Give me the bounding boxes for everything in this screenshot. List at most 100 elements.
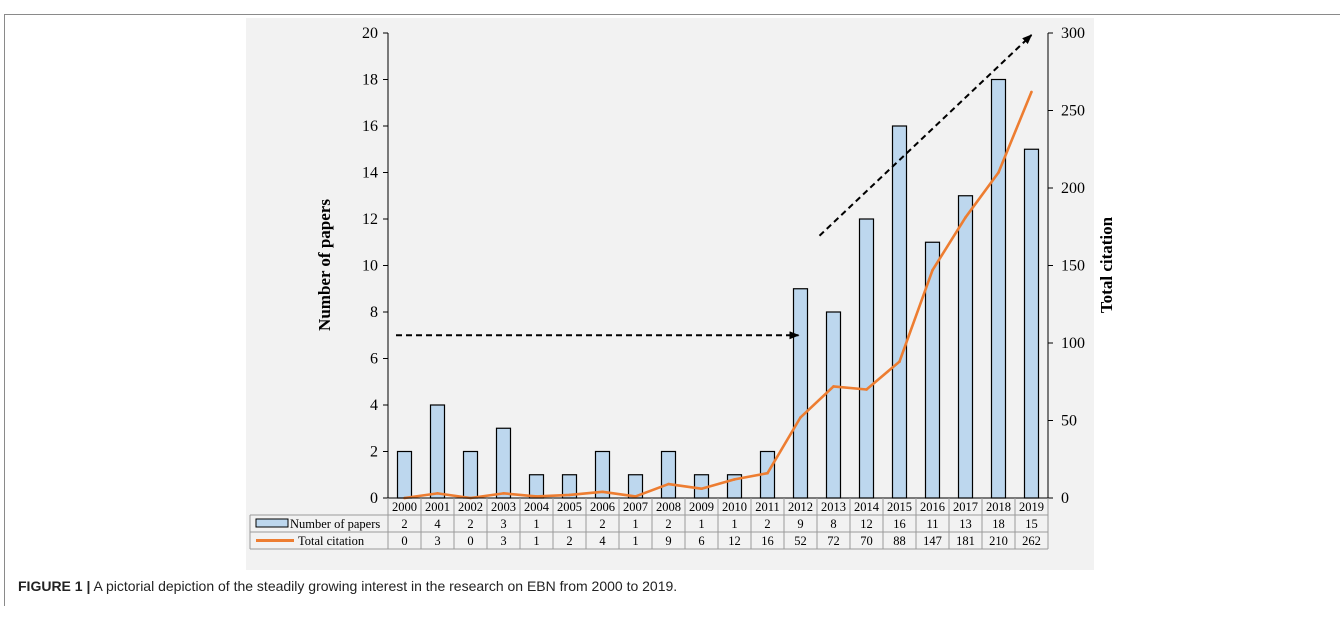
citation-value-2009: 6 [698, 534, 704, 548]
y-axis-title: Number of papers [315, 199, 334, 331]
citation-point-2011 [766, 471, 769, 475]
x-tick-label-2007: 2007 [623, 500, 648, 514]
citation-point-2007 [634, 495, 637, 498]
y-tick-label-2: 2 [370, 444, 378, 461]
citation-value-2002: 0 [467, 534, 473, 548]
y2-tick-label-50: 50 [1061, 413, 1077, 430]
papers-value-2005: 1 [566, 517, 572, 531]
citation-point-2019 [1030, 90, 1033, 94]
papers-value-2017: 13 [959, 517, 972, 531]
y-tick-label-20: 20 [362, 25, 378, 42]
x-tick-label-2008: 2008 [656, 500, 681, 514]
trend-arrow-2 [818, 34, 1033, 237]
citation-point-2014 [865, 388, 868, 391]
citation-value-2013: 72 [827, 534, 840, 548]
papers-value-2015: 16 [893, 517, 906, 531]
x-tick-label-2006: 2006 [590, 500, 615, 514]
y-tick-label-6: 6 [370, 351, 378, 368]
x-tick-label-2017: 2017 [953, 500, 978, 514]
x-tick-label-2004: 2004 [524, 500, 550, 514]
citation-line [404, 91, 1033, 500]
x-tick-label-2016: 2016 [920, 500, 945, 514]
citation-value-2006: 4 [599, 534, 606, 548]
bar-2015 [891, 125, 908, 499]
x-tick-label-2019: 2019 [1019, 500, 1044, 514]
citation-value-2003: 3 [500, 534, 506, 548]
bar-2002 [462, 450, 479, 499]
citation-point-2003 [502, 492, 505, 495]
x-tick-label-2014: 2014 [854, 500, 880, 514]
y2-tick-label-200: 200 [1061, 180, 1085, 197]
figure-frame [4, 14, 1340, 606]
papers-value-2009: 1 [698, 517, 704, 531]
bar-2008 [660, 450, 677, 499]
y2-tick-label-100: 100 [1061, 335, 1085, 352]
y-tick-label-18: 18 [362, 72, 378, 89]
bar-2003 [495, 427, 512, 499]
citation-value-2015: 88 [893, 534, 906, 548]
citation-point-2001 [436, 492, 439, 495]
x-tick-label-2001: 2001 [425, 500, 450, 514]
x-tick-label-2015: 2015 [887, 500, 912, 514]
citation-point-2006 [601, 490, 604, 494]
bar-2004 [528, 474, 545, 499]
x-tick-label-2010: 2010 [722, 500, 747, 514]
citation-point-2013 [832, 385, 835, 388]
papers-value-2007: 1 [632, 517, 638, 531]
x-tick-label-2003: 2003 [491, 500, 516, 514]
figure-caption-text: A pictorial depiction of the steadily gr… [93, 578, 678, 594]
y-tick-label-16: 16 [362, 118, 378, 135]
citation-point-2012 [799, 416, 802, 419]
y2-tick-label-300: 300 [1061, 25, 1085, 42]
x-tick-label-2002: 2002 [458, 500, 483, 514]
legend-label-citation: Total citation [298, 534, 365, 548]
legend-label-papers: Number of papers [290, 517, 380, 531]
figure-caption: FIGURE 1 | A pictorial depiction of the … [18, 578, 1318, 594]
citation-value-2018: 210 [989, 534, 1008, 548]
figure-label: FIGURE 1 | [18, 578, 91, 594]
citation-point-2009 [700, 487, 703, 491]
y-tick-label-14: 14 [362, 165, 378, 182]
x-tick-label-2012: 2012 [788, 500, 813, 514]
x-tick-label-2018: 2018 [986, 500, 1011, 514]
papers-value-2004: 1 [533, 517, 539, 531]
bar-2013 [825, 311, 842, 499]
citation-value-2014: 70 [860, 534, 873, 548]
papers-value-2008: 2 [665, 517, 671, 531]
x-tick-label-2013: 2013 [821, 500, 846, 514]
citation-value-2005: 2 [566, 534, 572, 548]
papers-value-2002: 2 [467, 517, 473, 531]
bar-2017 [957, 195, 974, 499]
x-tick-label-2000: 2000 [392, 500, 417, 514]
citation-value-2001: 3 [434, 534, 440, 548]
x-tick-label-2011: 2011 [755, 500, 780, 514]
papers-value-2014: 12 [860, 517, 873, 531]
citation-value-2019: 262 [1022, 534, 1041, 548]
citation-value-2010: 12 [728, 534, 741, 548]
citation-value-2016: 147 [923, 534, 942, 548]
y2-tick-label-150: 150 [1061, 258, 1085, 275]
papers-value-2016: 11 [926, 517, 938, 531]
legend-key-papers [255, 518, 289, 528]
bar-2018 [990, 78, 1007, 499]
y2-tick-label-0: 0 [1061, 490, 1069, 507]
bar-2000 [396, 450, 413, 499]
papers-value-2000: 2 [401, 517, 407, 531]
citation-point-2018 [997, 171, 1000, 174]
papers-value-2011: 2 [764, 517, 770, 531]
papers-value-2012: 9 [797, 517, 803, 531]
citation-value-2008: 9 [665, 534, 671, 548]
citation-value-2000: 0 [401, 534, 407, 548]
bar-2001 [429, 404, 446, 499]
papers-value-2019: 15 [1025, 517, 1038, 531]
citation-point-2008 [667, 482, 670, 486]
papers-value-2006: 2 [599, 517, 605, 531]
citation-point-2017 [964, 216, 967, 219]
papers-value-2013: 8 [830, 517, 836, 531]
citation-point-2015 [898, 360, 901, 363]
citation-value-2004: 1 [533, 534, 539, 548]
y-tick-label-4: 4 [370, 397, 378, 414]
citation-value-2007: 1 [632, 534, 638, 548]
papers-value-2003: 3 [500, 517, 506, 531]
